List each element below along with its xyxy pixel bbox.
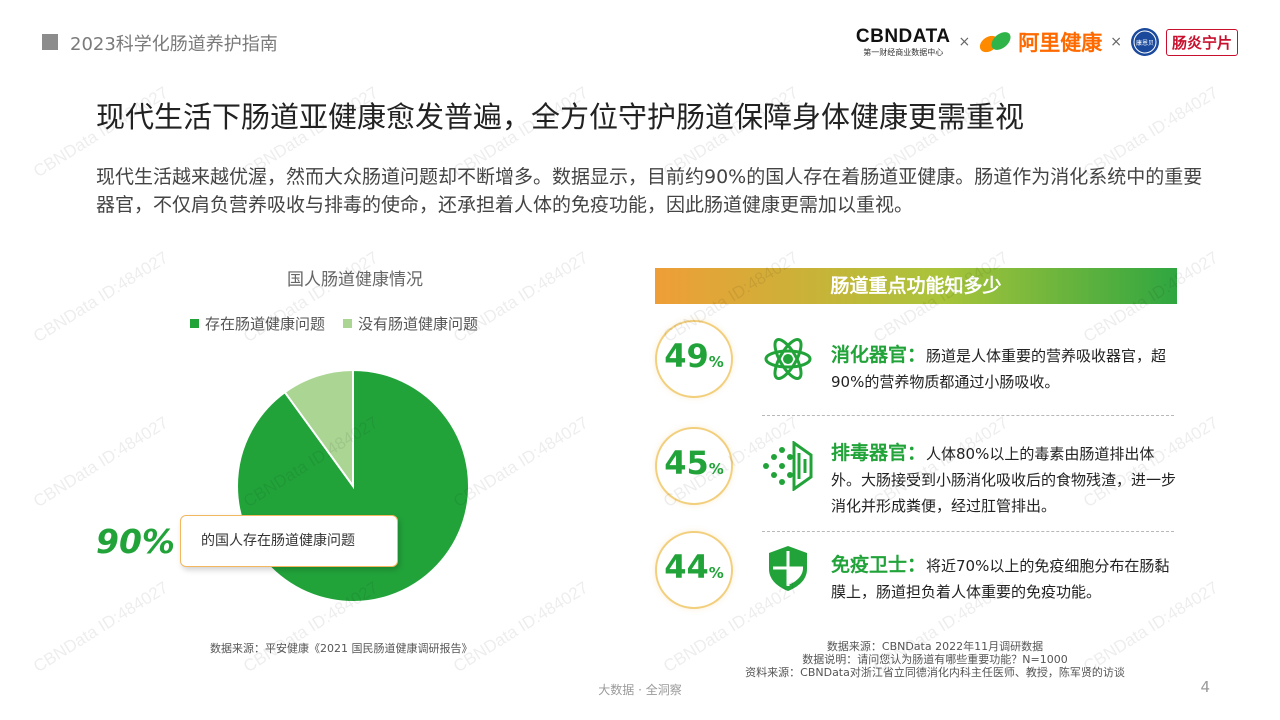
function-row-digestion: 49% 消化器官：肠道是人体重要的营养吸收器官，超90%的营养物质都通过小肠吸收… [655,320,1177,410]
page-number: 4 [1200,678,1210,696]
legend-item: 存在肠道健康问题 [190,313,325,334]
legend-label-problem: 存在肠道健康问题 [205,315,326,333]
cbndata-logo-sub: 第一财经商业数据中心 [863,48,944,57]
footer-tagline: 大数据 · 全洞察 [598,683,682,697]
function-title: 消化器官： [831,344,927,366]
source-note-left: 数据来源：平安健康《2021 国民肠道健康调研报告》 [210,642,473,655]
shield-icon [769,546,807,591]
source-line: 数据来源：CBNData 2022年11月调研数据 [826,640,1044,653]
function-desc: 肠道是人体重要的营养吸收器官，超90%的营养物质都通过小肠吸收。 [831,347,1167,391]
percent-unit: % [708,353,724,371]
percent-value: 44 [664,548,709,586]
pie-legend: 存在肠道健康问题 没有肠道健康问题 [190,313,478,334]
source-note-right: 数据来源：CBNData 2022年11月调研数据 数据说明：请问您认为肠道有哪… [700,640,1170,679]
cbndata-logo-word: CBNDATA [855,26,951,47]
function-text: 免疫卫士：将近70%以上的免疫细胞分布在肠黏膜上，肠道担负着人体重要的免疫功能。 [831,552,1177,605]
report-title: 2023科学化肠道养护指南 [70,34,278,55]
function-row-immunity: 44% 免疫卫士：将近70%以上的免疫细胞分布在肠黏膜上，肠道担负着人体重要的免… [655,531,1177,631]
percent-circle: 49% [655,320,733,398]
alihealth-leaf-icon [980,32,1011,53]
yanping-logo-word: 肠炎宁片 [1165,28,1238,56]
function-title: 排毒器官： [831,442,927,464]
yanping-seal-text: 康恩贝 [1136,39,1154,47]
pie-slice-no-problem [283,368,354,490]
function-desc: 将近70%以上的免疫细胞分布在肠黏膜上，肠道担负着人体重要的免疫功能。 [831,557,1170,601]
dashed-divider [762,531,1174,532]
atom-icon [764,338,812,380]
legend-swatch-no-problem [343,319,353,328]
page-headline: 现代生活下肠道亚健康愈发普遍，全方位守护肠道保障身体健康更需重视 [96,100,1025,134]
percent-value: 49 [664,337,709,375]
functions-banner: 肠道重点功能知多少 [655,268,1177,304]
intro-paragraph: 现代生活越来越优渥，然而大众肠道问题却不断增多。数据显示，目前约90%的国人存在… [96,166,1203,216]
percent-circle: 44% [655,531,733,609]
legend-swatch-problem [190,319,199,328]
alihealth-logo: 阿里健康 [978,27,1102,57]
times-symbol: × [958,34,971,50]
percent-circle: 45% [655,427,733,505]
percent-value: 45 [664,444,709,482]
pie-chart-title: 国人肠道健康情况 [287,270,423,290]
detox-flow-icon [763,441,813,491]
source-line: 资料来源：CBNData对浙江省立同德消化内科主任医师、教授，陈军贤的访谈 [745,666,1125,679]
source-line: 数据说明：请问您认为肠道有哪些重要功能？N=1000 [802,653,1068,666]
dashed-divider [762,415,1174,416]
percent-unit: % [708,460,724,478]
legend-label-no-problem: 没有肠道健康问题 [358,315,479,333]
legend-item: 没有肠道健康问题 [343,313,478,334]
header-marker [42,34,58,50]
function-desc: 人体80%以上的毒素由肠道排出体外。大肠接受到小肠消化吸收后的食物残渣，进一步消… [831,445,1177,515]
yanping-seal-icon: 康恩贝 [1130,28,1159,56]
function-row-detox: 45% 排毒器官：人体80%以上的毒素由肠道排出体外。大肠接受到小肠消化吸收后的… [655,427,1177,527]
function-text: 排毒器官：人体80%以上的毒素由肠道排出体外。大肠接受到小肠消化吸收后的食物残渣… [831,440,1177,519]
function-title: 免疫卫士： [831,554,927,576]
alihealth-logo-word: 阿里健康 [1018,31,1103,55]
callout-percent: 90% [96,522,175,561]
callout-label: 的国人存在肠道健康问题 [180,515,398,567]
percent-unit: % [708,564,724,582]
function-text: 消化器官：肠道是人体重要的营养吸收器官，超90%的营养物质都通过小肠吸收。 [831,342,1177,395]
times-symbol: × [1110,34,1122,50]
cbndata-logo: CBNDATA 第一财经商业数据中心 [856,27,951,57]
partner-logos: CBNDATA 第一财经商业数据中心 × 阿里健康 × 康恩贝 肠炎宁片 [856,24,1238,60]
